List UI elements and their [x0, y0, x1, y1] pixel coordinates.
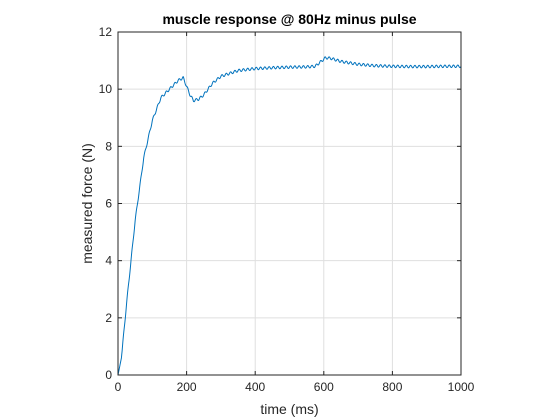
x-tick-label: 800	[382, 380, 402, 394]
y-tick-label: 2	[105, 311, 112, 325]
y-tick-label: 10	[99, 82, 113, 96]
y-tick-label: 12	[99, 25, 113, 39]
y-tick-label: 4	[105, 254, 112, 268]
x-axis-label: time (ms)	[260, 401, 318, 417]
x-tick-label: 400	[245, 380, 265, 394]
chart-title: muscle response @ 80Hz minus pulse	[162, 11, 416, 27]
grid	[118, 32, 461, 375]
series-layer	[117, 56, 462, 376]
y-axis-label: measured force (N)	[79, 143, 95, 264]
series-line	[117, 56, 462, 376]
y-tick-label: 8	[105, 139, 112, 153]
x-tick-label: 600	[314, 380, 334, 394]
y-tick-label: 6	[105, 197, 112, 211]
ticks	[117, 31, 462, 376]
x-tick-label: 200	[177, 380, 197, 394]
x-tick-label: 1000	[448, 380, 475, 394]
y-tick-label: 0	[105, 368, 112, 382]
tick-labels: 0 200 400 600 800 1000 0 2 4 6 8 10 12	[99, 25, 475, 394]
x-tick-label: 0	[115, 380, 122, 394]
